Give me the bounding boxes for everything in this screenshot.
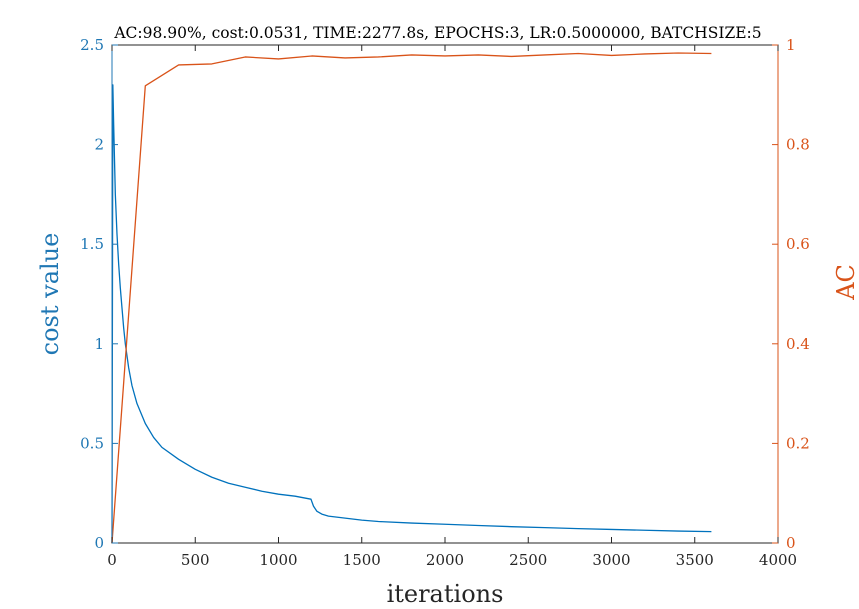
x-tick-label: 2000	[426, 551, 464, 569]
right-tick-label: 0	[786, 534, 796, 552]
left-tick-label: 2	[94, 136, 104, 154]
right-tick-label: 0.4	[786, 335, 810, 353]
left-tick-label: 0	[94, 534, 104, 552]
axis-ticks: 0 500 1000 1500 2000 2500 3000 3500 400000.511.5…	[80, 36, 810, 569]
x-tick-label: 3500	[676, 551, 714, 569]
right-y-axis-label: AC	[832, 264, 859, 301]
x-tick-label: 500	[181, 551, 210, 569]
left-y-axis-label: cost value	[36, 233, 64, 356]
left-tick-label: 0.5	[80, 434, 104, 452]
plot-series	[111, 52, 712, 544]
right-tick-label: 0.2	[786, 434, 810, 452]
right-tick-label: 1	[786, 36, 796, 54]
x-tick-label: 0	[107, 551, 117, 569]
left-tick-label: 1.5	[80, 235, 104, 253]
chart-title: AC:98.90%, cost:0.0531, TIME:2277.8s, EP…	[113, 24, 761, 42]
accuracy-series-line	[111, 52, 712, 544]
x-tick-label: 1000	[259, 551, 297, 569]
x-tick-label: 2500	[509, 551, 547, 569]
cost-series-line	[111, 84, 712, 544]
x-tick-label: 1500	[343, 551, 381, 569]
x-axis-label: iterations	[387, 580, 504, 608]
right-tick-label: 0.6	[786, 235, 810, 253]
right-tick-label: 0.8	[786, 136, 810, 154]
left-tick-label: 1	[94, 335, 104, 353]
x-tick-label: 4000	[759, 551, 797, 569]
axes-box	[111, 44, 779, 544]
left-tick-label: 2.5	[80, 36, 104, 54]
x-tick-label: 3000	[592, 551, 630, 569]
